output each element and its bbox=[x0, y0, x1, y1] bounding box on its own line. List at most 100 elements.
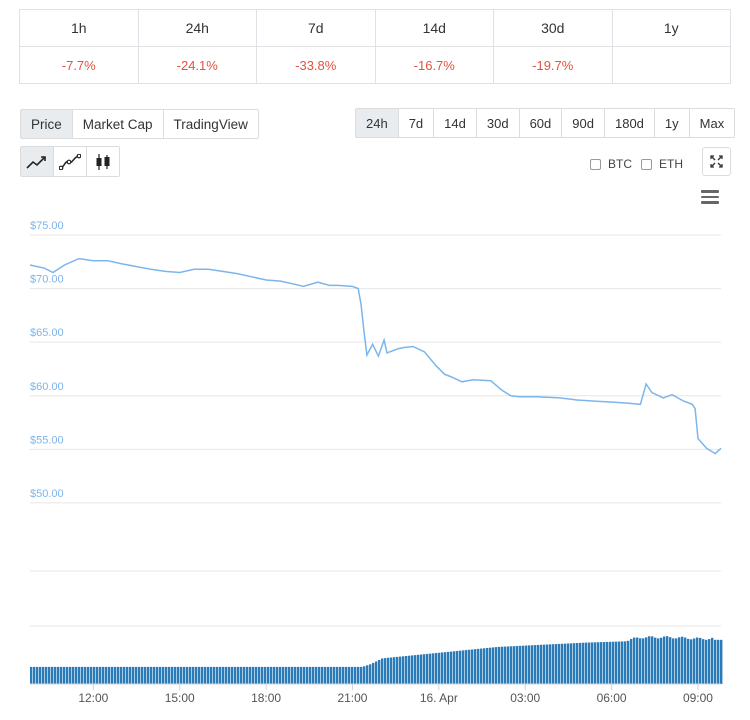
price-change-table: 1h 24h 7d 14d 30d 1y -7.7% -24.1% -33.8%… bbox=[19, 9, 731, 84]
range-button-14d[interactable]: 14d bbox=[433, 108, 477, 138]
volume-bar bbox=[294, 666, 297, 684]
volume-bar bbox=[666, 636, 669, 684]
x-tick-label: 15:00 bbox=[165, 691, 195, 705]
volume-bar bbox=[639, 638, 642, 684]
volume-bar bbox=[267, 666, 270, 684]
volume-bar bbox=[180, 666, 183, 684]
smooth-line-chart-button[interactable] bbox=[53, 146, 87, 177]
volume-bar bbox=[381, 658, 384, 684]
change-value-cell: -33.8% bbox=[256, 46, 376, 84]
volume-bar bbox=[69, 666, 72, 684]
compare-btc[interactable]: BTC bbox=[590, 157, 632, 171]
volume-bar bbox=[111, 666, 114, 684]
metric-tab-group: Price Market Cap TradingView bbox=[20, 109, 259, 139]
volume-bar bbox=[189, 666, 192, 684]
volume-bar bbox=[612, 641, 615, 684]
btc-checkbox[interactable] bbox=[590, 158, 601, 170]
y-tick-label: $60.00 bbox=[30, 381, 64, 393]
tab-tradingview[interactable]: TradingView bbox=[162, 109, 259, 139]
volume-bar bbox=[204, 666, 207, 684]
volume-bar bbox=[429, 653, 432, 684]
volume-bar bbox=[393, 657, 396, 684]
volume-bar bbox=[414, 655, 417, 684]
candlestick-chart-button[interactable] bbox=[86, 146, 120, 177]
volume-bar bbox=[273, 666, 276, 684]
fullscreen-button[interactable] bbox=[702, 147, 731, 176]
volume-bar bbox=[255, 666, 258, 684]
volume-bar bbox=[96, 666, 99, 684]
volume-bars bbox=[30, 636, 723, 684]
line-chart-button[interactable] bbox=[20, 146, 54, 177]
eth-label: ETH bbox=[659, 157, 683, 171]
tab-price[interactable]: Price bbox=[20, 109, 73, 139]
volume-bar bbox=[57, 666, 60, 684]
volume-bar bbox=[606, 641, 609, 684]
expand-icon bbox=[710, 155, 723, 168]
volume-bar bbox=[315, 666, 318, 684]
volume-bar bbox=[144, 666, 147, 684]
volume-bar bbox=[198, 666, 201, 684]
compare-eth[interactable]: ETH bbox=[641, 157, 683, 171]
range-button-90d[interactable]: 90d bbox=[561, 108, 605, 138]
volume-bar bbox=[270, 666, 273, 684]
y-axis-ticks: $75.00 $70.00 $65.00 $60.00 $55.00 $50.00 bbox=[30, 220, 64, 500]
volume-bar bbox=[276, 666, 279, 684]
volume-bar bbox=[711, 637, 714, 684]
volume-bar bbox=[372, 662, 375, 684]
volume-bar bbox=[348, 666, 351, 684]
volume-bar bbox=[663, 636, 666, 684]
y-tick-label: $50.00 bbox=[30, 488, 64, 500]
volume-bar bbox=[51, 666, 54, 684]
volume-bar bbox=[537, 644, 540, 684]
btc-label: BTC bbox=[608, 157, 632, 171]
change-value-cell bbox=[611, 46, 731, 84]
volume-bar bbox=[501, 646, 504, 684]
volume-bar bbox=[174, 666, 177, 684]
range-button-7d[interactable]: 7d bbox=[397, 108, 435, 138]
change-table-value-row: -7.7% -24.1% -33.8% -16.7% -19.7% bbox=[19, 46, 731, 84]
range-button-180d[interactable]: 180d bbox=[603, 108, 655, 138]
time-range-group: 24h 7d 14d 30d 60d 90d 180d 1y Max bbox=[355, 108, 736, 138]
volume-bar bbox=[333, 666, 336, 684]
volume-bar bbox=[600, 642, 603, 684]
volume-bar bbox=[531, 645, 534, 684]
volume-bar bbox=[231, 666, 234, 684]
volume-bar bbox=[546, 644, 549, 684]
volume-bar bbox=[132, 666, 135, 684]
range-button-max[interactable]: Max bbox=[688, 108, 736, 138]
volume-bar bbox=[597, 642, 600, 684]
volume-bar bbox=[258, 666, 261, 684]
volume-bar bbox=[42, 666, 45, 684]
volume-bar bbox=[159, 666, 162, 684]
volume-bar bbox=[234, 666, 237, 684]
volume-bar bbox=[339, 666, 342, 684]
volume-bar bbox=[627, 640, 630, 684]
volume-bar bbox=[150, 666, 153, 684]
volume-bar bbox=[720, 639, 723, 684]
range-button-30d[interactable]: 30d bbox=[475, 108, 520, 138]
candlestick-chart-icon bbox=[96, 153, 110, 170]
volume-bar bbox=[162, 666, 165, 684]
x-tick-label: 03:00 bbox=[510, 691, 540, 705]
volume-bar bbox=[87, 666, 90, 684]
volume-bar bbox=[219, 666, 222, 684]
x-tick-label: 06:00 bbox=[597, 691, 627, 705]
volume-bar bbox=[141, 666, 144, 684]
volume-bar bbox=[696, 637, 699, 684]
volume-bar bbox=[240, 666, 243, 684]
tab-market-cap[interactable]: Market Cap bbox=[71, 109, 164, 139]
volume-bar bbox=[453, 651, 456, 684]
volume-bar bbox=[279, 666, 282, 684]
y-tick-label: $65.00 bbox=[30, 327, 64, 339]
volume-bar bbox=[573, 643, 576, 684]
hamburger-menu-icon[interactable] bbox=[701, 190, 719, 204]
volume-bar bbox=[105, 666, 108, 684]
volume-bar bbox=[300, 666, 303, 684]
eth-checkbox[interactable] bbox=[641, 158, 652, 170]
volume-bar bbox=[621, 641, 624, 684]
volume-bar bbox=[246, 666, 249, 684]
volume-bar bbox=[576, 643, 579, 684]
volume-bar bbox=[354, 666, 357, 684]
volume-bar bbox=[93, 666, 96, 684]
volume-bar bbox=[363, 666, 366, 684]
